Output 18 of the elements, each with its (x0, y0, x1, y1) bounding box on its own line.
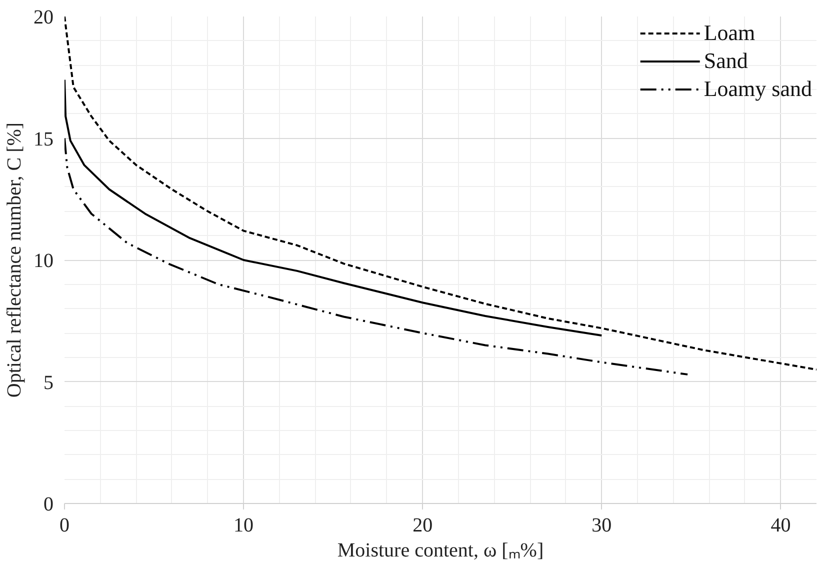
line-series (64, 16, 816, 371)
y-tick-label: 10 (34, 250, 54, 272)
x-tick-label: 30 (592, 514, 612, 536)
line-series (64, 137, 689, 376)
y-tick-label: 0 (44, 494, 54, 516)
x-axis-title: Moisture content, ω [ₘ%] (337, 540, 544, 562)
x-tick-label: 10 (234, 514, 254, 536)
x-tick-label: 40 (770, 514, 791, 536)
y-tick-label: 5 (44, 372, 54, 394)
line-series (64, 78, 603, 336)
x-tick-label: 0 (60, 514, 70, 536)
legend-label: Loam (704, 20, 756, 46)
x-tick-label: 20 (412, 514, 433, 536)
y-tick-label: 15 (34, 128, 54, 150)
legend-label: Sand (704, 48, 748, 74)
legend-label: Loamy sand (704, 76, 812, 102)
y-axis-title: Optical reflectance number, C [%] (4, 122, 26, 398)
y-tick-label: 20 (34, 6, 54, 28)
